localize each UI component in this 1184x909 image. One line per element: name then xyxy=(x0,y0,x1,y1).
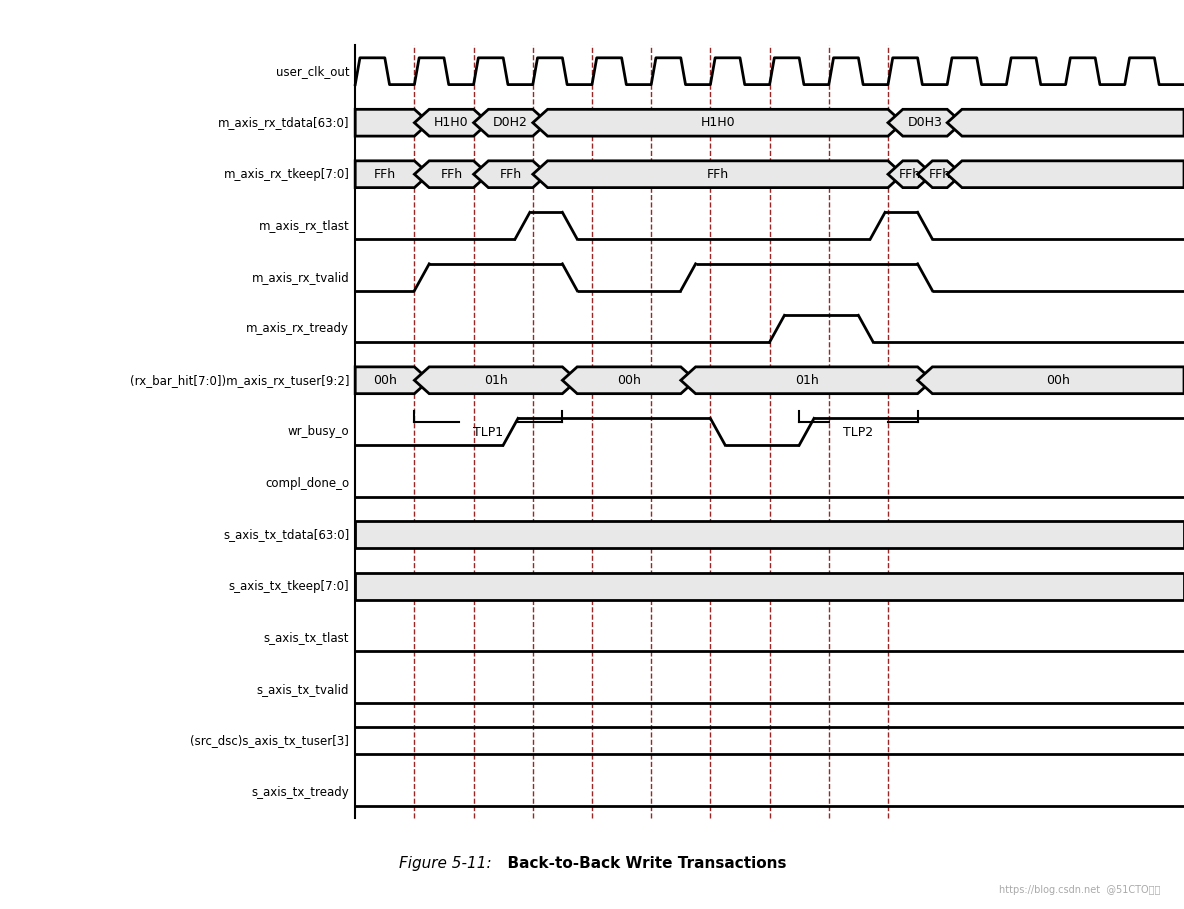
Polygon shape xyxy=(414,161,488,187)
Polygon shape xyxy=(888,109,961,136)
Text: compl_done_o: compl_done_o xyxy=(265,477,349,490)
Text: FFh: FFh xyxy=(500,168,522,181)
Text: FFh: FFh xyxy=(899,168,921,181)
Polygon shape xyxy=(414,367,578,394)
Text: 00h: 00h xyxy=(373,374,397,386)
Text: s_axis_tx_tdata[63:0]: s_axis_tx_tdata[63:0] xyxy=(223,528,349,541)
Polygon shape xyxy=(474,161,547,187)
Text: s_axis_tx_tready: s_axis_tx_tready xyxy=(251,786,349,799)
Text: 00h: 00h xyxy=(617,374,641,386)
Text: Back-to-Back Write Transactions: Back-to-Back Write Transactions xyxy=(497,856,787,871)
Text: 00h: 00h xyxy=(1047,374,1070,386)
Polygon shape xyxy=(533,161,902,187)
Text: FFh: FFh xyxy=(374,168,395,181)
Text: m_axis_rx_tkeep[7:0]: m_axis_rx_tkeep[7:0] xyxy=(224,168,349,181)
Text: FFh: FFh xyxy=(440,168,463,181)
Polygon shape xyxy=(918,367,1184,394)
Text: Figure 5-11:: Figure 5-11: xyxy=(399,856,491,871)
Polygon shape xyxy=(355,367,429,394)
Text: m_axis_rx_tlast: m_axis_rx_tlast xyxy=(258,219,349,232)
Polygon shape xyxy=(414,109,488,136)
Polygon shape xyxy=(355,109,429,136)
Polygon shape xyxy=(474,109,547,136)
Polygon shape xyxy=(681,367,933,394)
Polygon shape xyxy=(355,573,1184,600)
Polygon shape xyxy=(918,161,961,187)
Text: FFh: FFh xyxy=(928,168,951,181)
Text: FFh: FFh xyxy=(707,168,729,181)
Polygon shape xyxy=(947,161,1184,187)
Text: user_clk_out: user_clk_out xyxy=(276,65,349,77)
Text: s_axis_tx_tvalid: s_axis_tx_tvalid xyxy=(257,683,349,695)
Text: TLP1: TLP1 xyxy=(474,426,503,439)
Text: m_axis_rx_tvalid: m_axis_rx_tvalid xyxy=(251,271,349,284)
Text: 01h: 01h xyxy=(794,374,818,386)
Polygon shape xyxy=(562,367,696,394)
Text: m_axis_rx_tready: m_axis_rx_tready xyxy=(246,323,349,335)
Polygon shape xyxy=(533,109,902,136)
Polygon shape xyxy=(947,109,1184,136)
Polygon shape xyxy=(355,161,429,187)
Text: wr_busy_o: wr_busy_o xyxy=(288,425,349,438)
Text: D0H2: D0H2 xyxy=(494,116,528,129)
Text: H1H0: H1H0 xyxy=(435,116,469,129)
Text: (rx_bar_hit[7:0])m_axis_rx_tuser[9:2]: (rx_bar_hit[7:0])m_axis_rx_tuser[9:2] xyxy=(130,374,349,386)
Polygon shape xyxy=(888,161,933,187)
Text: m_axis_rx_tdata[63:0]: m_axis_rx_tdata[63:0] xyxy=(218,116,349,129)
Text: (src_dsc)s_axis_tx_tuser[3]: (src_dsc)s_axis_tx_tuser[3] xyxy=(191,734,349,747)
Text: 01h: 01h xyxy=(484,374,508,386)
Text: TLP2: TLP2 xyxy=(843,426,874,439)
Text: https://blog.csdn.net  @51CTO博客: https://blog.csdn.net @51CTO博客 xyxy=(999,885,1160,895)
Polygon shape xyxy=(355,522,1184,548)
Text: s_axis_tx_tkeep[7:0]: s_axis_tx_tkeep[7:0] xyxy=(229,580,349,593)
Text: D0H3: D0H3 xyxy=(908,116,942,129)
Text: H1H0: H1H0 xyxy=(701,116,735,129)
Text: s_axis_tx_tlast: s_axis_tx_tlast xyxy=(264,632,349,644)
